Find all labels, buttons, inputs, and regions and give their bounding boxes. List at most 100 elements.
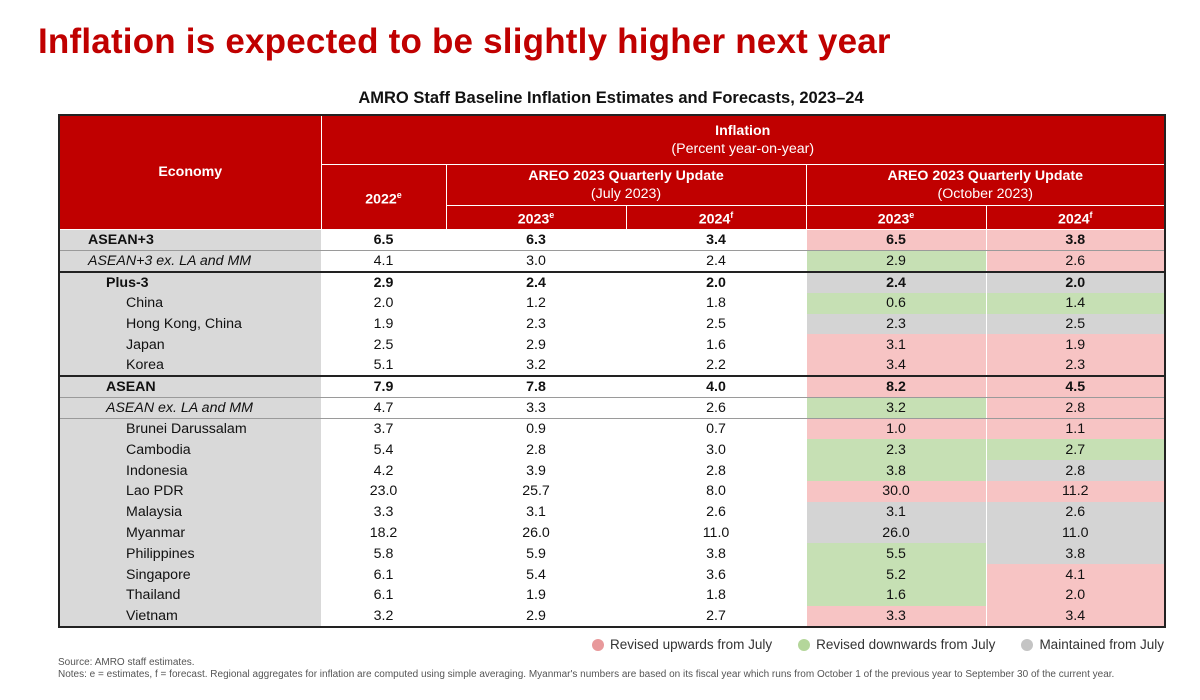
table-row: Brunei Darussalam 3.7 0.9 0.7 1.0 1.1 xyxy=(59,418,1166,440)
table-row: Lao PDR 23.0 25.7 8.0 30.0 11.2 xyxy=(59,481,1166,502)
value-oct-2024-cell: 3.8 xyxy=(986,229,1166,251)
table-row: China 2.0 1.2 1.8 0.6 1.4 xyxy=(59,292,1166,314)
value-jul-2023-cell: 2.3 xyxy=(446,313,627,335)
table-row: Cambodia 5.4 2.8 3.0 2.3 2.7 xyxy=(59,439,1166,461)
value-oct-2023-cell: 2.4 xyxy=(806,270,987,293)
value-jul-2023-cell: 3.1 xyxy=(446,501,627,523)
legend: Revised upwards from July Revised downwa… xyxy=(592,637,1164,652)
value-jul-2023-cell: 6.3 xyxy=(446,229,627,251)
economy-cell: ASEAN+3 ex. LA and MM xyxy=(59,250,322,273)
inflation-unit: (Percent year-on-year) xyxy=(671,141,815,157)
value-oct-2023-cell: 3.2 xyxy=(806,397,987,420)
value-2022-cell: 4.2 xyxy=(321,460,447,482)
value-oct-2024-cell: 4.5 xyxy=(986,375,1166,399)
value-jul-2023-cell: 1.2 xyxy=(446,292,627,314)
value-2022-cell: 3.7 xyxy=(321,418,447,440)
value-2022-cell: 1.9 xyxy=(321,313,447,335)
value-oct-2024-cell: 2.0 xyxy=(986,585,1166,606)
value-jul-2024-cell: 1.6 xyxy=(626,334,807,356)
jul-2024-sup: f xyxy=(730,210,734,220)
slide-title: Inflation is expected to be slightly hig… xyxy=(38,22,891,61)
value-oct-2023-cell: 26.0 xyxy=(806,522,987,544)
economy-cell: Thailand xyxy=(59,585,322,606)
value-oct-2023-cell: 3.8 xyxy=(806,460,987,482)
value-oct-2023-cell: 5.5 xyxy=(806,543,987,565)
economy-cell: Hong Kong, China xyxy=(59,313,322,335)
legend-down-label: Revised downwards from July xyxy=(816,637,996,652)
value-jul-2023-cell: 5.9 xyxy=(446,543,627,565)
value-oct-2024-cell: 2.6 xyxy=(986,501,1166,523)
table-body: ASEAN+3 6.5 6.3 3.4 6.5 3.8 ASEAN+3 ex. LA and… xyxy=(59,229,1166,627)
value-jul-2024-cell: 1.8 xyxy=(626,585,807,606)
legend-item-up: Revised upwards from July xyxy=(592,637,772,652)
economy-cell: Myanmar xyxy=(59,522,322,544)
value-jul-2023-cell: 2.9 xyxy=(446,334,627,356)
value-jul-2023-cell: 2.8 xyxy=(446,439,627,461)
value-2022-cell: 4.1 xyxy=(321,250,447,273)
value-jul-2023-cell: 7.8 xyxy=(446,375,627,399)
table-row: Singapore 6.1 5.4 3.6 5.2 4.1 xyxy=(59,564,1166,585)
value-2022-cell: 2.9 xyxy=(321,270,447,293)
notes-block: Source: AMRO staff estimates. Notes: e =… xyxy=(58,657,1158,680)
value-jul-2024-cell: 11.0 xyxy=(626,522,807,544)
value-2022-cell: 6.1 xyxy=(321,564,447,585)
value-jul-2023-cell: 3.0 xyxy=(446,250,627,273)
table-row: Thailand 6.1 1.9 1.8 1.6 2.0 xyxy=(59,585,1166,606)
value-oct-2023-cell: 3.4 xyxy=(806,355,987,377)
value-2022-cell: 5.4 xyxy=(321,439,447,461)
table-row: Indonesia 4.2 3.9 2.8 3.8 2.8 xyxy=(59,460,1166,482)
value-jul-2024-cell: 4.0 xyxy=(626,375,807,399)
jul-2023-sup: e xyxy=(549,210,555,220)
economy-cell: ASEAN xyxy=(59,375,322,399)
economy-cell: Cambodia xyxy=(59,439,322,461)
table-row: ASEAN+3 ex. LA and MM 4.1 3.0 2.4 2.9 2.6 xyxy=(59,250,1166,273)
source-note: Source: AMRO staff estimates. xyxy=(58,657,195,668)
economy-cell: Korea xyxy=(59,355,322,377)
value-oct-2024-cell: 2.6 xyxy=(986,250,1166,273)
jul-2023-label: 2023 xyxy=(517,211,550,228)
value-oct-2023-cell: 5.2 xyxy=(806,564,987,585)
value-oct-2023-cell: 8.2 xyxy=(806,375,987,399)
value-oct-2024-cell: 3.8 xyxy=(986,543,1166,565)
legend-same-swatch xyxy=(1021,638,1034,651)
value-jul-2023-cell: 5.4 xyxy=(446,564,627,585)
july-group-label: AREO 2023 Quarterly Update xyxy=(528,168,724,184)
economy-header: Economy xyxy=(58,114,322,230)
value-2022-cell: 6.1 xyxy=(321,585,447,606)
value-2022-cell: 23.0 xyxy=(321,481,447,502)
col-2022-sup: e xyxy=(396,189,402,200)
legend-up-swatch xyxy=(592,638,605,651)
economy-cell: ASEAN ex. LA and MM xyxy=(59,397,322,420)
value-oct-2024-cell: 1.4 xyxy=(986,292,1166,314)
table-row: Myanmar 18.2 26.0 11.0 26.0 11.0 xyxy=(59,522,1166,544)
table-row: ASEAN+3 6.5 6.3 3.4 6.5 3.8 xyxy=(59,229,1166,251)
economy-cell: China xyxy=(59,292,322,314)
value-jul-2023-cell: 1.9 xyxy=(446,585,627,606)
value-oct-2024-cell: 11.0 xyxy=(986,522,1166,544)
value-jul-2024-cell: 3.0 xyxy=(626,439,807,461)
legend-up-label: Revised upwards from July xyxy=(610,637,773,652)
july-group-sub: (July 2023) xyxy=(590,186,662,202)
oct-2023-sup: e xyxy=(909,210,915,220)
value-oct-2023-cell: 3.1 xyxy=(806,334,987,356)
table-row: ASEAN ex. LA and MM 4.7 3.3 2.6 3.2 2.8 xyxy=(59,397,1166,420)
legend-item-down: Revised downwards from July xyxy=(798,637,995,652)
value-2022-cell: 5.8 xyxy=(321,543,447,565)
value-oct-2023-cell: 0.6 xyxy=(806,292,987,314)
table-row: Plus-3 2.9 2.4 2.0 2.4 2.0 xyxy=(59,270,1166,293)
table-row: Malaysia 3.3 3.1 2.6 3.1 2.6 xyxy=(59,501,1166,523)
footnote: Notes: e = estimates, f = forecast. Regi… xyxy=(58,668,1115,680)
value-2022-cell: 6.5 xyxy=(321,229,447,251)
value-jul-2024-cell: 2.0 xyxy=(626,270,807,293)
value-jul-2023-cell: 2.9 xyxy=(446,605,627,627)
value-jul-2024-cell: 3.4 xyxy=(626,229,807,251)
value-jul-2023-cell: 0.9 xyxy=(446,418,627,440)
value-oct-2023-cell: 30.0 xyxy=(806,481,987,502)
july-group-header: AREO 2023 Quarterly Update (July 2023) xyxy=(445,164,807,206)
value-2022-cell: 2.0 xyxy=(321,292,447,314)
value-2022-cell: 7.9 xyxy=(321,375,447,399)
value-oct-2023-cell: 2.9 xyxy=(806,250,987,273)
jul-2024-label: 2024 xyxy=(698,211,731,228)
inflation-header: Inflation (Percent year-on-year) xyxy=(320,114,1166,165)
table-row: Philippines 5.8 5.9 3.8 5.5 3.8 xyxy=(59,543,1166,565)
